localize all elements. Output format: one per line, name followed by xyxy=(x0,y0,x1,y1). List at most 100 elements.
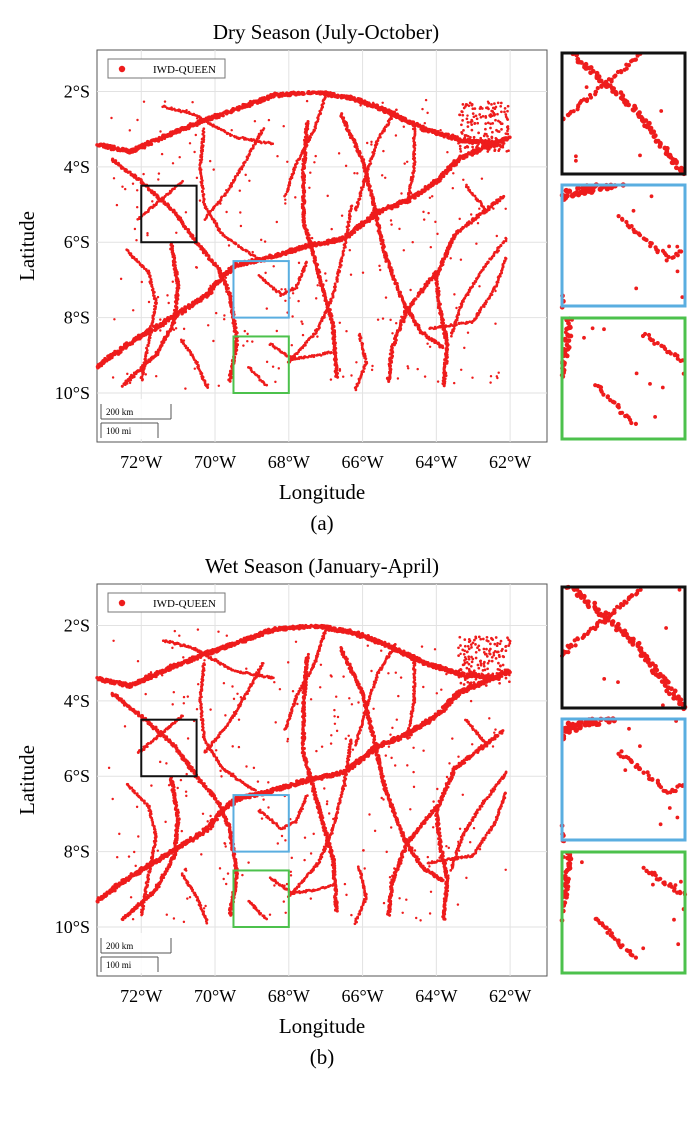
data-point xyxy=(369,157,373,160)
data-point xyxy=(489,126,492,130)
data-point xyxy=(426,342,429,345)
data-point xyxy=(383,130,386,133)
data-point xyxy=(495,283,499,287)
data-point xyxy=(124,342,129,346)
data-point xyxy=(479,136,483,140)
data-point xyxy=(350,374,353,377)
data-point xyxy=(354,208,358,212)
data-point xyxy=(157,324,161,329)
data-point xyxy=(371,101,375,105)
data-point xyxy=(282,124,285,128)
data-point xyxy=(195,266,199,269)
data-point xyxy=(471,145,474,149)
data-point xyxy=(475,312,478,316)
data-point xyxy=(441,318,445,322)
data-point xyxy=(489,257,493,261)
data-point xyxy=(243,329,247,333)
data-point xyxy=(238,136,242,140)
data-point xyxy=(312,354,316,357)
data-point xyxy=(305,99,309,103)
data-point xyxy=(160,152,164,156)
data-point xyxy=(191,303,195,308)
data-point xyxy=(191,100,194,104)
data-point xyxy=(230,133,234,137)
data-point xyxy=(321,284,325,289)
data-point xyxy=(304,143,307,147)
data-point xyxy=(436,232,439,236)
data-point xyxy=(253,119,257,123)
data-point xyxy=(423,121,427,125)
data-point xyxy=(146,344,150,348)
data-point xyxy=(265,383,269,387)
data-point xyxy=(316,335,319,338)
data-point xyxy=(111,376,115,379)
data-point xyxy=(209,284,212,288)
data-point xyxy=(391,332,394,335)
data-point xyxy=(477,131,480,135)
data-point xyxy=(302,343,306,347)
data-point xyxy=(144,373,148,376)
data-point xyxy=(125,148,130,152)
data-point xyxy=(146,233,149,237)
data-point xyxy=(206,386,210,389)
data-point xyxy=(209,289,214,294)
data-point xyxy=(387,379,391,384)
data-point xyxy=(271,142,275,146)
data-point xyxy=(214,311,218,315)
data-point xyxy=(311,335,315,338)
data-point xyxy=(330,227,333,231)
data-point xyxy=(171,255,174,259)
data-point xyxy=(348,248,352,252)
data-point xyxy=(175,231,178,235)
data-point xyxy=(453,293,456,296)
data-point xyxy=(426,111,429,115)
data-point xyxy=(446,133,450,137)
data-point xyxy=(396,377,400,380)
data-point xyxy=(194,133,198,137)
data-point xyxy=(495,375,499,378)
data-point xyxy=(341,375,345,378)
data-point xyxy=(304,264,308,268)
data-point xyxy=(470,218,474,222)
data-point xyxy=(337,268,340,272)
data-point xyxy=(478,285,481,288)
data-point xyxy=(428,345,432,349)
data-point xyxy=(394,134,398,137)
data-point xyxy=(251,340,254,343)
data-point xyxy=(361,369,365,373)
data-point xyxy=(494,322,497,325)
data-point xyxy=(149,325,152,328)
data-point xyxy=(349,205,353,208)
data-point xyxy=(442,384,446,388)
data-point xyxy=(450,334,453,338)
data-point xyxy=(135,189,139,192)
data-point xyxy=(422,210,425,214)
data-point xyxy=(212,339,215,343)
data-point xyxy=(358,100,363,105)
data-point xyxy=(275,329,279,333)
data-point xyxy=(443,254,447,258)
data-point xyxy=(480,177,484,180)
data-point xyxy=(313,161,316,164)
data-point xyxy=(325,279,328,282)
data-point xyxy=(503,107,507,110)
data-point xyxy=(406,201,409,205)
data-point xyxy=(488,138,491,142)
data-point xyxy=(206,324,210,327)
data-point xyxy=(230,128,233,132)
data-point xyxy=(492,207,495,210)
data-point xyxy=(234,242,238,246)
data-point xyxy=(476,121,480,125)
data-point xyxy=(174,327,178,330)
data-point xyxy=(279,294,282,298)
data-point xyxy=(305,260,308,264)
data-point xyxy=(228,379,232,383)
data-point xyxy=(402,125,406,128)
data-point xyxy=(494,118,497,122)
panel-a-chart: Dry Season (July-October) IWD-QUEEN 200 … xyxy=(15,20,687,535)
data-point xyxy=(466,114,469,117)
data-point xyxy=(412,166,416,170)
data-point xyxy=(381,101,384,105)
data-point xyxy=(152,291,155,295)
data-point xyxy=(210,259,214,263)
